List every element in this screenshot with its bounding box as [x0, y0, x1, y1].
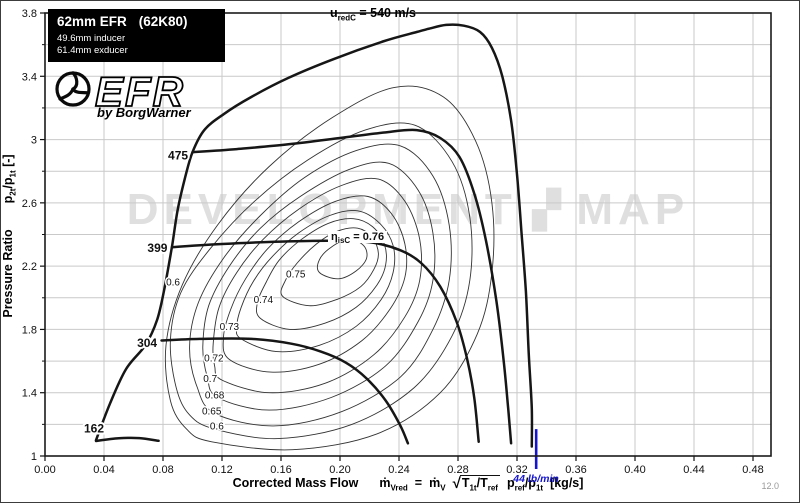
model-name: 62mm EFR [57, 14, 127, 29]
svg-text:3.4: 3.4 [22, 71, 37, 83]
max-speed-label: uredC = 540 m/s [330, 6, 416, 23]
formula-part: p [1, 195, 15, 204]
svg-text:0.20: 0.20 [329, 464, 350, 476]
x-axis-label: Corrected Mass Flow [232, 476, 359, 490]
svg-text:1.4: 1.4 [22, 388, 37, 400]
model-code: (62K80) [138, 14, 188, 29]
formula-part: p [528, 476, 536, 490]
svg-text:1: 1 [31, 451, 37, 463]
y-axis-units: [-] [1, 154, 15, 167]
formula-part: ref [487, 483, 498, 493]
svg-text:0.32: 0.32 [506, 464, 527, 476]
formula-part: 1t [8, 170, 18, 178]
y-axis-label: Pressure Ratio [1, 229, 15, 318]
equals-sign: = [414, 476, 423, 490]
svg-text:0.36: 0.36 [565, 464, 586, 476]
u-subscript: redC [337, 13, 356, 23]
formula-part: / [476, 476, 481, 490]
watermark-word-2: MAP [576, 185, 690, 234]
u-symbol: u [330, 6, 338, 20]
temperature-ratio: T1t/Tref [459, 475, 500, 493]
svg-text:0.48: 0.48 [742, 464, 763, 476]
svg-text:0.16: 0.16 [270, 464, 291, 476]
svg-text:0.68: 0.68 [205, 391, 225, 402]
svg-text:304: 304 [137, 336, 157, 350]
svg-text:3: 3 [31, 135, 37, 147]
mass-flow-symbol-2: ṁV [429, 476, 446, 493]
choke-flow-marker-label: 44 lb/min [513, 473, 559, 485]
formula-part: ref [514, 483, 525, 493]
u-value: = 540 m/s [359, 6, 416, 20]
svg-text:0.04: 0.04 [93, 464, 114, 476]
mass-flow-symbol: ṁVred [379, 476, 408, 493]
formula-part: / [1, 185, 15, 189]
radical-sign: √ [452, 475, 461, 492]
svg-text:0.24: 0.24 [388, 464, 409, 476]
formula-part: Vred [390, 483, 408, 493]
svg-text:1.8: 1.8 [22, 324, 37, 336]
svg-text:0.28: 0.28 [447, 464, 468, 476]
x-axis-title: Corrected Mass Flow ṁVred = ṁV √T1t/Tref… [45, 474, 771, 493]
title-box: 62mm EFR (62K80) 49.6mm inducer 61.4mm e… [48, 9, 225, 62]
svg-text:0.6: 0.6 [166, 277, 180, 288]
speed-lines [94, 23, 534, 448]
model-title: 62mm EFR (62K80) [57, 14, 216, 29]
swirl-icon [55, 71, 91, 107]
watermark-logo-icon: ▞ [532, 189, 561, 230]
efr-logo: EFR [55, 67, 185, 113]
svg-text:0.72: 0.72 [204, 353, 224, 364]
inducer-spec: 49.6mm inducer [57, 33, 126, 44]
curve-labels: 162 304 399 475 0.6 0.6 0.65 0.68 0.7 0.72 0.73 0.7… [82, 146, 307, 437]
formula-part: ṁ [429, 476, 441, 490]
svg-text:3.8: 3.8 [22, 8, 37, 20]
eta-value: = 0.76 [350, 231, 385, 243]
svg-text:2.2: 2.2 [22, 261, 37, 273]
eta-symbol: η [331, 231, 338, 243]
exducer-spec: 61.4mm exducer [57, 45, 128, 56]
logo-byline: by BorgWarner [97, 105, 191, 120]
revision-note: 12.0 [761, 481, 779, 491]
pressure-term: pref/p1t [506, 476, 544, 493]
efr-logo-text: EFR [95, 68, 185, 113]
y-axis-title: Pressure Ratio p2t/p1t [-] [1, 106, 19, 366]
formula-part: 2t [8, 188, 18, 196]
svg-text:0.73: 0.73 [220, 322, 240, 333]
formula-part: p [506, 476, 515, 490]
svg-text:0.65: 0.65 [202, 406, 222, 417]
watermark: DEVELOPMENT ▞ MAP [45, 185, 771, 235]
svg-text:0.74: 0.74 [254, 295, 274, 306]
sqrt-term: √T1t/Tref [452, 474, 500, 493]
svg-text:0.7: 0.7 [203, 374, 217, 385]
svg-text:0.44: 0.44 [683, 464, 704, 476]
formula-part: / [524, 476, 529, 490]
svg-text:0.12: 0.12 [211, 464, 232, 476]
svg-text:0.40: 0.40 [624, 464, 645, 476]
svg-text:399: 399 [147, 241, 167, 255]
svg-text:162: 162 [84, 421, 104, 435]
svg-text:0.08: 0.08 [152, 464, 173, 476]
svg-text:0.75: 0.75 [286, 270, 306, 281]
svg-text:0.6: 0.6 [210, 421, 224, 432]
formula-part: T [461, 476, 470, 490]
svg-text:2.6: 2.6 [22, 198, 37, 210]
svg-text:0.00: 0.00 [34, 464, 55, 476]
eta-subscript: isC [337, 236, 351, 246]
formula-part: T [480, 476, 488, 490]
formula-part: V [440, 483, 446, 493]
formula-part: 1t [469, 483, 477, 493]
efficiency-contour-title: ηisC = 0.76 [328, 231, 388, 246]
watermark-word-1: DEVELOPMENT [126, 185, 517, 234]
formula-part: ṁ [379, 476, 391, 490]
x-axis-units: [kg/s] [550, 476, 584, 490]
svg-text:475: 475 [168, 148, 188, 162]
axes: 0.00 0.04 0.08 0.12 0.16 0.20 0.24 0.28 0.32 0.36… [22, 8, 772, 476]
formula-part: p [1, 177, 15, 186]
formula-part: 1t [535, 483, 544, 493]
pressure-ratio-symbol: p2t/p1t [-] [1, 154, 18, 204]
